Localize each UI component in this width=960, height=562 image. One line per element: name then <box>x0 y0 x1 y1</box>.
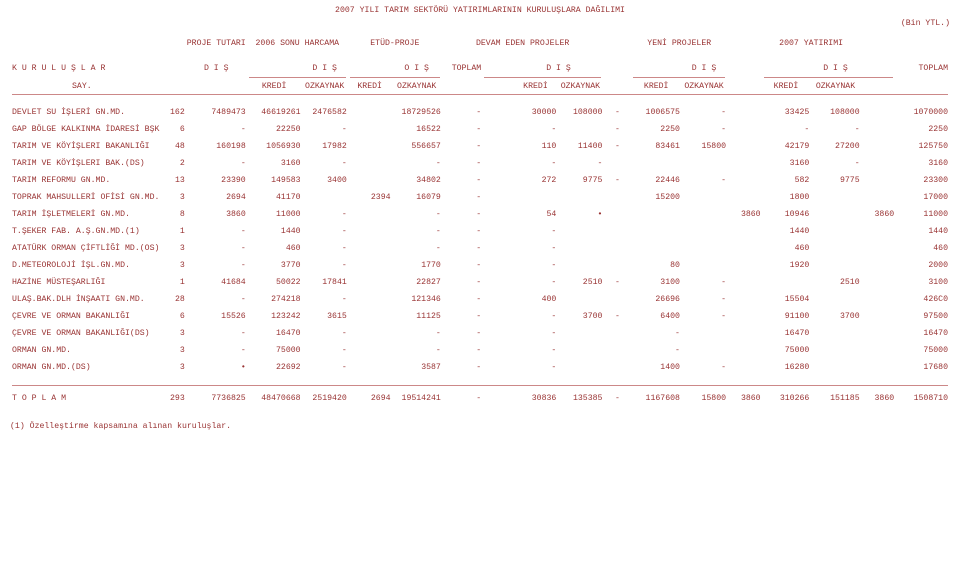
table-row: ÇEVRE VE ORMAN BAKANLIĞI6155261232423615… <box>12 309 948 324</box>
table-row: DEVLET SU İŞLERİ GN.MD.16274894734661926… <box>12 105 948 120</box>
table-row: TARIM VE KÖYİŞLERI BAKANLIĞI481601981056… <box>12 139 948 154</box>
table-row: HAZİNE MÜSTEŞARLIĞI141684500221784122827… <box>12 275 948 290</box>
table-row: TOPRAK MAHSULLERİ OFİSİ GN.MD.3269441170… <box>12 190 948 205</box>
table-row: ORMAN GN.MD.3-75000-----7500075000 <box>12 343 948 358</box>
header-divider <box>12 94 948 95</box>
table-row: ÇEVRE VE ORMAN BAKANLIĞI(DS)3-16470-----… <box>12 326 948 341</box>
table-row: T.ŞEKER FAB. A.Ş.GN.MD.(1)1-1440----1440… <box>12 224 948 239</box>
total-row: T O P L A M 293 7736825 48470668 2519420… <box>12 388 948 406</box>
table-row: ATATÜRK ORMAN ÇİFTLİĞİ MD.(OS)3-460----4… <box>12 241 948 256</box>
rule-row <box>12 76 948 79</box>
footnote: (1) Özelleştirme kapsamına alınan kurulu… <box>10 422 950 431</box>
table-row: TARIM REFORMU GN.MD.13233901495833400348… <box>12 173 948 188</box>
table-row: TARIM VE KÖYİŞLERI BAK.(DS)2-3160-----31… <box>12 156 948 171</box>
table-row: ORMAN GN.MD.(DS)3•22692-3587--1400-16280… <box>12 360 948 375</box>
table-row: D.METEOROLOJİ İŞL.GN.MD.3-3770-1770--801… <box>12 258 948 273</box>
table-row: TARIM İŞLETMELERİ GN.MD.8386011000---54•… <box>12 207 948 222</box>
page-title: 2007 YILI TARIM SEKTÖRÜ YATIRIMLARININ K… <box>10 6 950 15</box>
table-row: ULAŞ.BAK.DLH İNŞAATI GN.MD.28-274218-121… <box>12 292 948 307</box>
unit-label: (Bin YTL.) <box>10 19 950 28</box>
total-divider <box>12 385 948 386</box>
sub-header-row: SAY. KREDİ OZKAYNAK KREDİ OZKAYNAK KREDİ… <box>12 81 948 92</box>
group-header-row: PROJE TUTARI 2006 SONU HARCAMA ETÜD-PROJ… <box>12 38 948 49</box>
report-table: PROJE TUTARI 2006 SONU HARCAMA ETÜD-PROJ… <box>10 36 950 408</box>
table-row: GAP BÖLGE KALKINMA İDARESİ BŞK6-22250-16… <box>12 122 948 137</box>
dis-header-row: K U R U L U Ş L A R D I Ş D I Ş O I Ş TO… <box>12 63 948 74</box>
